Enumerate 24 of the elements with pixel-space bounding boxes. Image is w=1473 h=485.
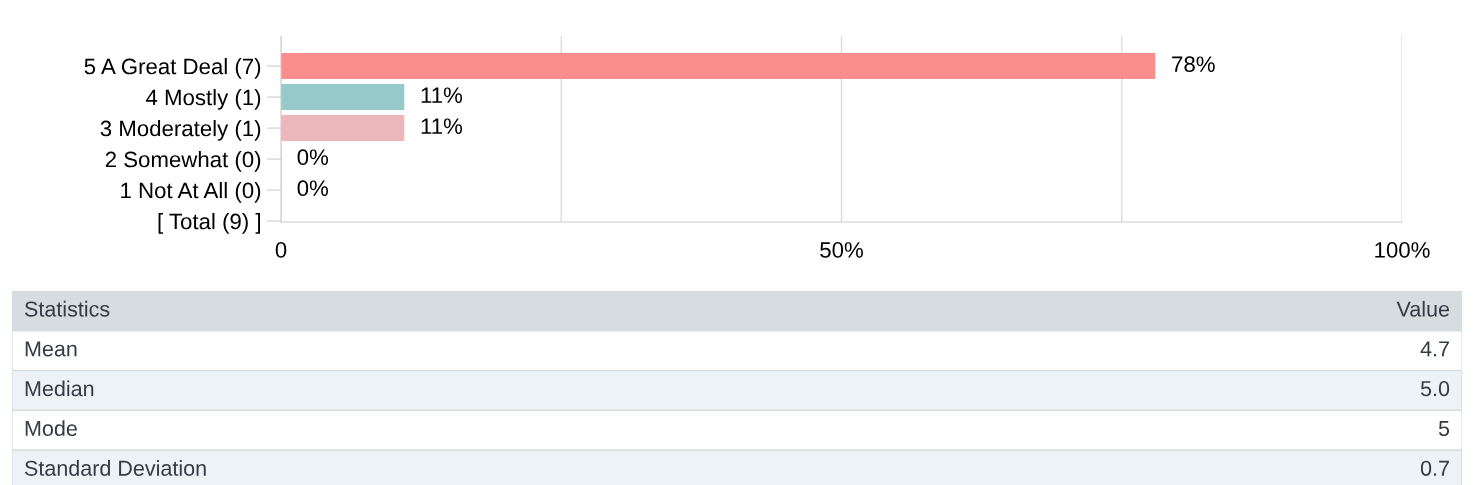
x-tick-label: 50% <box>820 242 863 258</box>
x-tick-label: 100% <box>1375 242 1430 258</box>
text: Standard Deviation <box>24 460 206 476</box>
data-label: 11% <box>421 118 463 134</box>
text: Value <box>1396 300 1450 317</box>
text: 0.7 <box>1420 460 1449 476</box>
text: Mode <box>25 420 77 437</box>
data-label: 0% <box>297 180 329 197</box>
y-tick-label: 5 A Great Deal (7) <box>84 58 261 79</box>
y-tick-label: 3 Moderately (1) <box>100 120 261 141</box>
y-tick-label: 4 Mostly (1) <box>146 89 261 110</box>
data-label: 0% <box>297 149 329 166</box>
text: 4.7 <box>1420 341 1449 357</box>
text: 5.0 <box>1420 381 1450 397</box>
data-label: 78% <box>1172 56 1215 73</box>
y-tick-label: 2 Somewhat (0) <box>105 151 261 172</box>
text: 5 <box>1438 421 1450 437</box>
y-tick-label: 1 Not At All (0) <box>121 182 261 203</box>
y-tick-label: [ Total (9) ] <box>158 213 260 234</box>
text: Mean <box>25 341 77 357</box>
x-tick-label: 0 <box>275 242 287 258</box>
data-label: 11% <box>421 87 463 103</box>
text: Statistics <box>24 300 110 317</box>
text: Median <box>25 380 94 397</box>
